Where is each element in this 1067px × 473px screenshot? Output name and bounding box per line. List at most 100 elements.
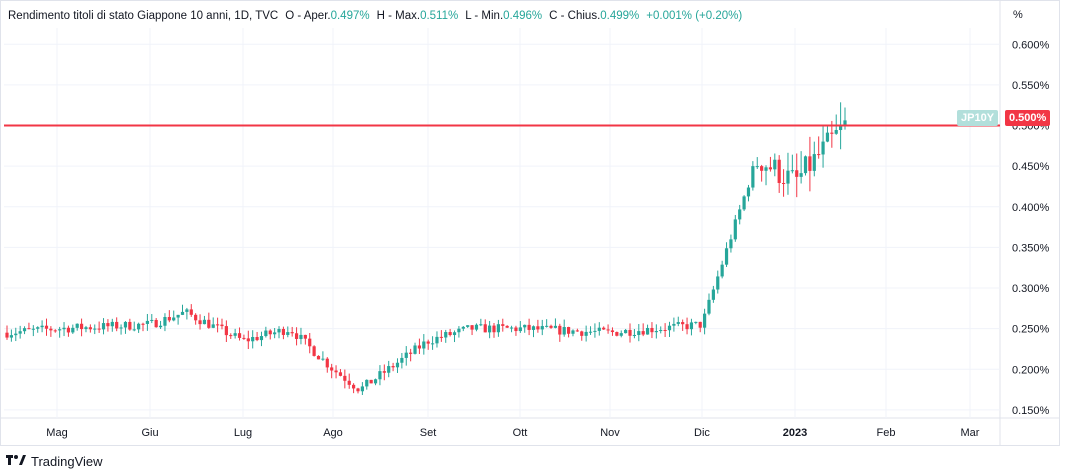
- candle-body: [163, 317, 167, 326]
- candle-body: [14, 333, 18, 336]
- candle-body: [321, 358, 325, 360]
- candle-body: [395, 362, 400, 368]
- y-tick-label: 0.300%: [1012, 283, 1050, 295]
- candle-body: [66, 327, 71, 333]
- candle-body: [268, 330, 272, 335]
- candle-body: [830, 132, 834, 134]
- candle-body: [110, 321, 114, 327]
- candle-body: [400, 357, 404, 363]
- candle-body: [202, 319, 207, 325]
- x-tick-label: Mar: [961, 427, 980, 439]
- candle-body: [545, 325, 549, 327]
- candle-body: [663, 329, 667, 331]
- candle-body: [9, 335, 13, 338]
- candle-body: [137, 323, 141, 330]
- candle-body: [312, 346, 316, 356]
- candle-body: [101, 323, 106, 330]
- candle-body: [207, 319, 211, 328]
- candle-body: [62, 327, 66, 330]
- candle-body: [790, 170, 794, 172]
- candle-body: [264, 330, 268, 337]
- candle-body: [580, 331, 584, 336]
- candle-body: [795, 170, 799, 177]
- legend-close-value: 0.499%: [600, 10, 640, 22]
- candle-body: [426, 341, 430, 344]
- price-badge: 0.500%: [1005, 110, 1051, 126]
- candle-body: [93, 328, 97, 330]
- candle-body: [839, 124, 843, 131]
- candle-body: [422, 341, 426, 349]
- candle-body: [733, 219, 737, 240]
- candle-body: [215, 324, 220, 326]
- legend-open-label: O - Aper.: [285, 10, 331, 22]
- y-tick-label: 0.250%: [1012, 324, 1050, 336]
- candle-body: [150, 319, 154, 321]
- candle-body: [224, 326, 228, 336]
- candle-body: [773, 159, 777, 170]
- candle-body: [588, 331, 593, 333]
- candle-body: [724, 248, 729, 265]
- price-chart[interactable]: 0.600% 0.550% 0.500% 0.450% 0.400% 0.350% 0.30…: [0, 0, 1060, 446]
- x-tick-label: Ott: [513, 427, 528, 439]
- candle-body: [707, 299, 711, 314]
- brand-name: TradingView: [31, 454, 103, 469]
- candle-body: [299, 334, 303, 339]
- legend-low-label: L - Min.: [465, 10, 504, 22]
- candle-body: [470, 325, 474, 330]
- candle-body: [685, 324, 689, 330]
- candle-body: [338, 372, 343, 376]
- legend-close-label: C - Chius.: [549, 10, 601, 22]
- candle-body: [597, 327, 601, 331]
- candle-body: [483, 324, 487, 333]
- candle-body: [650, 327, 654, 333]
- candle-body: [549, 325, 553, 328]
- candle-body: [303, 334, 307, 339]
- candle-body: [676, 322, 680, 324]
- x-tick-label: Nov: [600, 427, 620, 439]
- x-tick-label: Feb: [877, 427, 896, 439]
- candle-body: [584, 331, 588, 336]
- candle-body: [128, 321, 132, 330]
- candle-body: [566, 327, 571, 334]
- candle-body: [514, 327, 518, 332]
- candle-body: [145, 320, 149, 324]
- candle-body: [286, 332, 290, 335]
- candle-body: [755, 166, 759, 168]
- candle-body: [123, 321, 128, 328]
- candle-body: [352, 384, 356, 389]
- y-tick-label: 0.150%: [1012, 405, 1050, 417]
- candle-body: [417, 345, 422, 349]
- candle-body: [624, 329, 628, 334]
- candle-body: [703, 313, 707, 328]
- candle-body: [198, 320, 202, 325]
- candle-body: [637, 331, 641, 335]
- candle-body: [448, 332, 452, 336]
- candle-body: [799, 173, 803, 177]
- candle-body: [817, 154, 821, 156]
- candle-body: [158, 325, 163, 328]
- candle-body: [435, 336, 439, 344]
- y-tick-label: 0.550%: [1012, 80, 1050, 92]
- candle-body: [273, 332, 277, 335]
- candle-body: [316, 355, 321, 360]
- symbol-badge: JP10Y: [957, 110, 999, 126]
- candle-body: [492, 325, 496, 333]
- candle-body: [821, 141, 825, 155]
- candle-body: [75, 323, 79, 328]
- candle-body: [18, 331, 22, 334]
- candle-body: [558, 325, 562, 335]
- candle-body: [760, 166, 764, 171]
- ohlc-legend: Rendimento titoli di stato Giappone 10 a…: [8, 10, 742, 22]
- candle-body: [378, 371, 382, 380]
- candle-body: [430, 343, 435, 345]
- x-tick-label: 2023: [783, 427, 807, 439]
- candle-body: [615, 332, 619, 336]
- candle-body: [373, 379, 378, 384]
- candle-body: [746, 187, 751, 197]
- candle-body: [488, 325, 492, 333]
- candle-body: [413, 345, 417, 354]
- tradingview-brand[interactable]: TradingView: [6, 454, 103, 469]
- x-tick-label: Set: [420, 427, 437, 439]
- candle-body: [330, 367, 334, 371]
- candle-body: [509, 327, 514, 329]
